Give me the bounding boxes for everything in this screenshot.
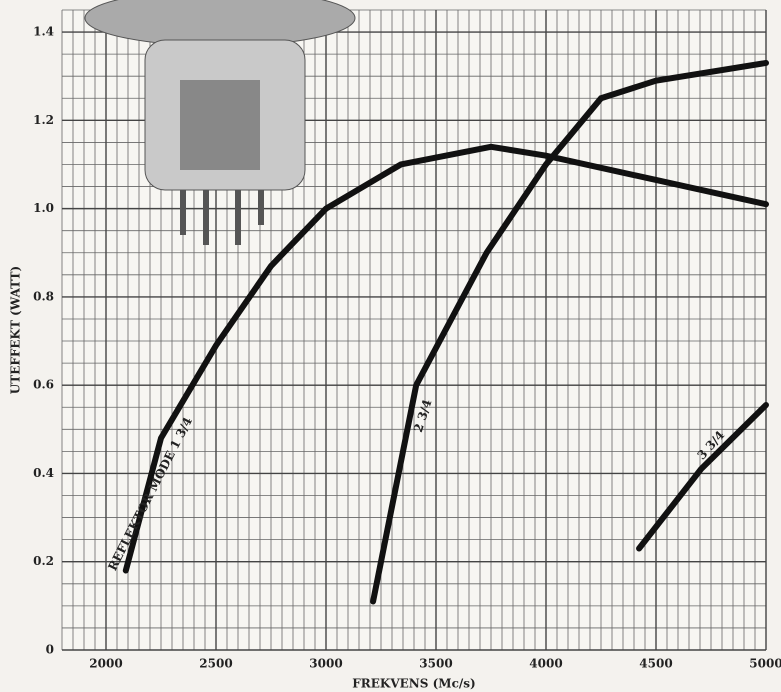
y-tick-label: 1.4: [33, 25, 54, 39]
x-tick-label: 3500: [419, 657, 452, 671]
tube-pin: [180, 190, 186, 235]
y-axis-label: UTEFFEKT (WATT): [9, 266, 23, 394]
x-tick-label: 2500: [199, 657, 232, 671]
y-tick-label: 0.6: [33, 378, 54, 392]
y-tick-label: 1.2: [33, 113, 54, 127]
x-tick-label: 4500: [639, 657, 672, 671]
y-tick-label: 1.0: [33, 201, 54, 215]
tube-internals: [180, 80, 260, 170]
x-tick-label: 3000: [309, 657, 342, 671]
x-axis-label: FREKVENS (Mc/s): [352, 677, 475, 691]
y-tick-label: 0.4: [33, 466, 54, 480]
tube-pin: [258, 190, 264, 225]
x-tick-label: 2000: [89, 657, 122, 671]
y-tick-label: 0: [46, 643, 54, 657]
y-tick-label: 0.8: [33, 289, 54, 303]
tube-illustration: [84, 0, 356, 245]
data-line: [636, 402, 769, 552]
data-line: [370, 59, 769, 605]
x-tick-label: 4000: [529, 657, 562, 671]
x-tick-label: 5000: [749, 657, 781, 671]
data-line: [122, 143, 769, 574]
y-tick-label: 0.2: [33, 554, 54, 568]
tube-pin: [235, 190, 241, 245]
tube-pin: [203, 190, 209, 245]
